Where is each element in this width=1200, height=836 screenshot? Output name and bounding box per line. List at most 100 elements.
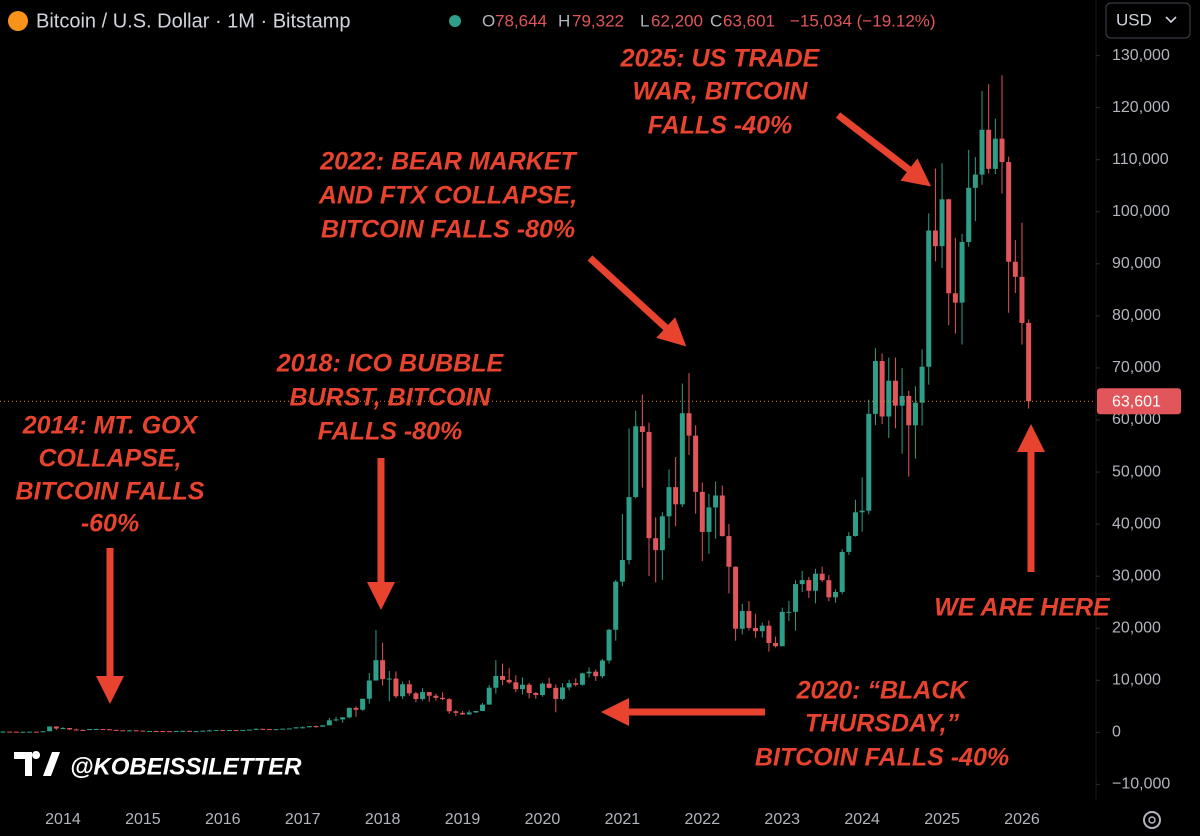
candle-body: [553, 687, 559, 699]
y-tick-label: −10,000: [1112, 776, 1170, 793]
candle-body: [47, 726, 53, 732]
x-tick-label: 2026: [1004, 811, 1040, 828]
y-tick-label: 130,000: [1112, 47, 1170, 64]
candle-body: [7, 731, 13, 733]
candle-body: [27, 731, 33, 733]
candle-body: [120, 730, 126, 732]
candle-body: [959, 241, 965, 303]
annotation: BITCOIN FALLS -80%: [321, 216, 575, 244]
ohlc-value: 78,644: [495, 11, 547, 30]
annotation: 2022: BEAR MARKET: [319, 148, 578, 176]
annotation: 2025: US TRADE: [620, 45, 821, 73]
x-tick-label: 2015: [125, 811, 161, 828]
candle-body: [633, 426, 639, 498]
candle-body: [320, 725, 326, 727]
candle-body: [493, 676, 499, 688]
candle-body: [13, 731, 19, 733]
candle-body: [773, 643, 779, 647]
candle-body: [433, 695, 439, 698]
candle-body: [220, 730, 226, 732]
annotation: BITCOIN FALLS -40%: [755, 744, 1009, 772]
candle-body: [193, 731, 199, 733]
candle-body: [872, 361, 878, 414]
candle-body: [480, 704, 486, 711]
candle-body: [366, 680, 372, 699]
x-tick-label: 2023: [764, 811, 800, 828]
candle-body: [519, 684, 525, 690]
candle-body: [506, 679, 512, 683]
candle-body: [353, 707, 359, 710]
candle-body: [659, 516, 665, 551]
x-tick-label: 2017: [285, 811, 321, 828]
annotation: 2018: ICO BUBBLE: [276, 350, 505, 378]
candle-body: [886, 380, 892, 417]
candle-body: [646, 431, 652, 539]
candle-body: [653, 538, 659, 551]
candle-body: [693, 435, 699, 492]
candle-body: [979, 129, 985, 175]
candle-body: [413, 693, 419, 700]
candle-body: [273, 729, 279, 731]
annotation: WAR, BITCOIN: [633, 78, 809, 106]
annotation: FALLS -80%: [318, 418, 462, 446]
candle-body: [253, 728, 259, 730]
candle-body: [160, 731, 166, 733]
annotation: THURSDAY,”: [805, 710, 960, 738]
symbol-title: Bitcoin / U.S. Dollar · 1M · Bitstamp: [36, 10, 351, 32]
candle-body: [200, 730, 206, 732]
candle-body: [426, 692, 432, 696]
candle-body: [333, 719, 339, 721]
candle-body: [673, 487, 679, 505]
candle-body: [546, 683, 552, 688]
candle-body: [899, 395, 905, 406]
candle-body: [0, 731, 6, 733]
dropdown-caret[interactable]: [1165, 16, 1177, 24]
candle-body: [566, 683, 572, 688]
candle-body: [666, 487, 672, 517]
candle-body: [966, 187, 972, 242]
candle-body: [719, 495, 725, 537]
candle-body: [1019, 276, 1025, 323]
candles: [0, 75, 1032, 733]
candle-body: [286, 728, 292, 730]
candle-body: [699, 491, 705, 532]
candle-body: [153, 731, 159, 733]
candle-body: [739, 611, 745, 629]
candle-body: [60, 728, 66, 730]
y-tick-label: 10,000: [1112, 671, 1161, 688]
candle-body: [80, 729, 86, 731]
currency-label[interactable]: USD: [1116, 10, 1152, 29]
x-tick-label: 2018: [365, 811, 401, 828]
candle-body: [533, 693, 539, 696]
x-tick-label: 2014: [45, 811, 81, 828]
ohlc-value: 79,322: [572, 11, 624, 30]
ohlc-key: O: [482, 11, 495, 30]
candle-body: [440, 697, 446, 700]
candle-body: [986, 129, 992, 169]
candle-body: [20, 731, 26, 733]
settings-icon-center[interactable]: [1148, 816, 1156, 824]
status-dot: [449, 15, 461, 27]
candle-body: [460, 712, 466, 715]
annotation: FALLS -40%: [648, 112, 792, 140]
candle-body: [213, 730, 219, 732]
candle-body: [539, 683, 545, 696]
y-tick-label: 90,000: [1112, 255, 1161, 272]
candle-body: [420, 692, 426, 700]
candle-body: [932, 230, 938, 247]
candle-body: [500, 676, 505, 680]
candle-body: [127, 730, 133, 732]
candle-body: [912, 402, 918, 426]
candle-body: [833, 591, 838, 598]
settings-icon[interactable]: [1143, 811, 1161, 829]
candle-body: [599, 660, 605, 677]
candle-body: [313, 726, 319, 728]
candle-body: [306, 726, 312, 728]
annotation: BITCOIN FALLS: [16, 478, 205, 506]
candle-body: [766, 625, 772, 644]
candle-body: [619, 560, 625, 582]
candle-body: [593, 671, 599, 677]
price-label-box: [1097, 388, 1181, 415]
candle-body: [972, 174, 978, 188]
currency-button[interactable]: [1105, 2, 1191, 39]
